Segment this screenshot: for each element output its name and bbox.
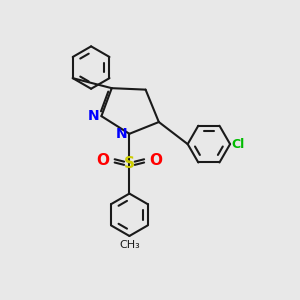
Text: O: O bbox=[97, 153, 110, 168]
Text: CH₃: CH₃ bbox=[119, 239, 140, 250]
Text: N: N bbox=[116, 127, 127, 141]
Text: S: S bbox=[124, 156, 135, 171]
Text: Cl: Cl bbox=[232, 138, 245, 151]
Text: N: N bbox=[87, 109, 99, 123]
Text: O: O bbox=[149, 153, 162, 168]
